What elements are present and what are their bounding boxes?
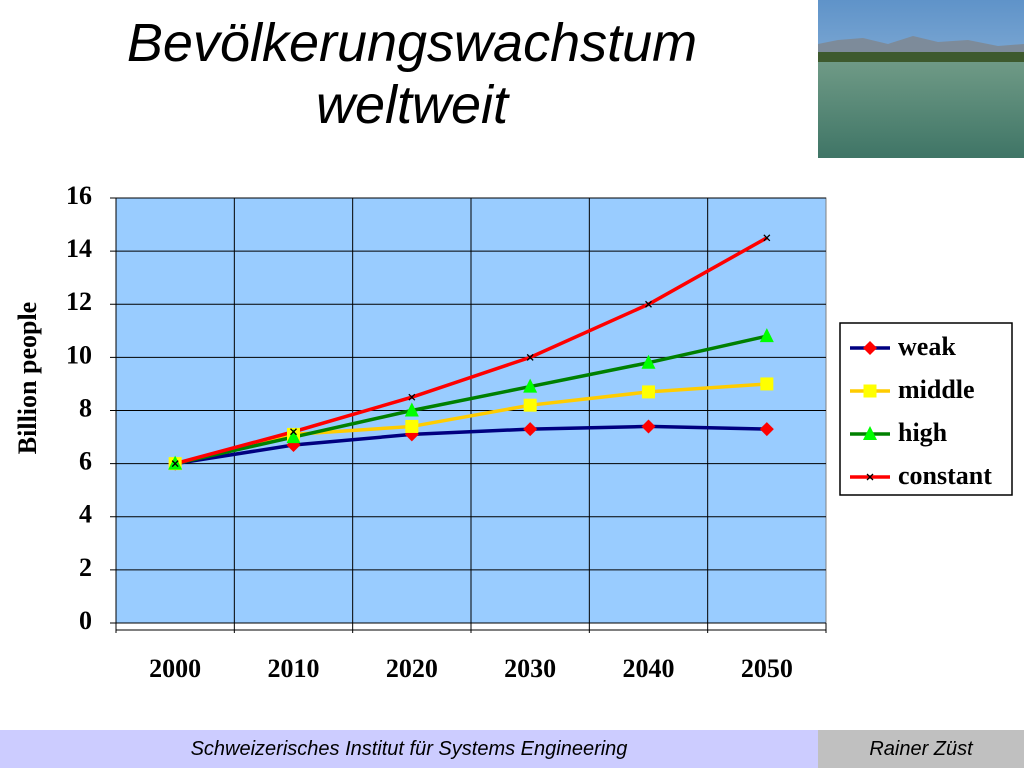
marker [168, 455, 183, 470]
x-tick-label: 2030 [504, 654, 556, 683]
y-tick-label: 12 [66, 287, 92, 316]
marker [171, 460, 179, 468]
chart: Billion people 0 2 4 6 8 10 12 14 16 2000 2010 2020… [13, 181, 1013, 683]
marker [760, 377, 774, 391]
footer-institute: Schweizerisches Institut für Systems Eng… [0, 730, 818, 768]
marker [759, 422, 774, 437]
marker [641, 419, 656, 434]
y-tick-label: 10 [66, 340, 92, 369]
marker [759, 328, 774, 343]
y-tick-label: 8 [79, 393, 92, 422]
legend-label: weak [898, 332, 956, 361]
x-tick-label: 2050 [741, 654, 793, 683]
y-tick-label: 0 [79, 606, 92, 635]
legend-label: constant [898, 461, 992, 490]
series-line [174, 334, 768, 466]
x-tick-label: 2020 [386, 654, 438, 683]
y-tick-label: 2 [79, 553, 92, 582]
marker [863, 426, 877, 440]
y-tick-label: 14 [66, 234, 92, 263]
marker [866, 473, 874, 481]
marker [642, 385, 655, 399]
marker [523, 422, 538, 437]
y-axis-label: Billion people [13, 302, 42, 454]
marker [645, 300, 652, 308]
legend-box [839, 322, 1013, 496]
series-line [174, 424, 767, 466]
legend-label: high [898, 418, 948, 447]
marker [408, 393, 416, 401]
series-line [174, 382, 767, 466]
x-tick-label: 2000 [149, 654, 201, 683]
marker [641, 354, 656, 369]
slide-title: Bevölkerungswachstum weltweit [126, 13, 698, 135]
series-line [174, 236, 768, 466]
marker [405, 419, 419, 433]
y-tick-label: 16 [66, 181, 92, 210]
y-tick-label: 4 [79, 500, 92, 529]
footer-author: Rainer Züst [818, 730, 1024, 768]
marker [526, 353, 534, 361]
x-tick-label: 2040 [623, 654, 675, 683]
lake-photo [818, 0, 1024, 158]
marker [290, 428, 297, 436]
marker [763, 234, 771, 242]
marker [863, 341, 877, 355]
marker [404, 402, 419, 417]
marker [286, 429, 301, 444]
marker [523, 378, 538, 393]
x-tick-label: 2010 [268, 654, 320, 683]
marker [863, 384, 877, 398]
marker [523, 398, 537, 412]
y-tick-label: 6 [79, 447, 92, 476]
legend-label: middle [898, 375, 975, 404]
